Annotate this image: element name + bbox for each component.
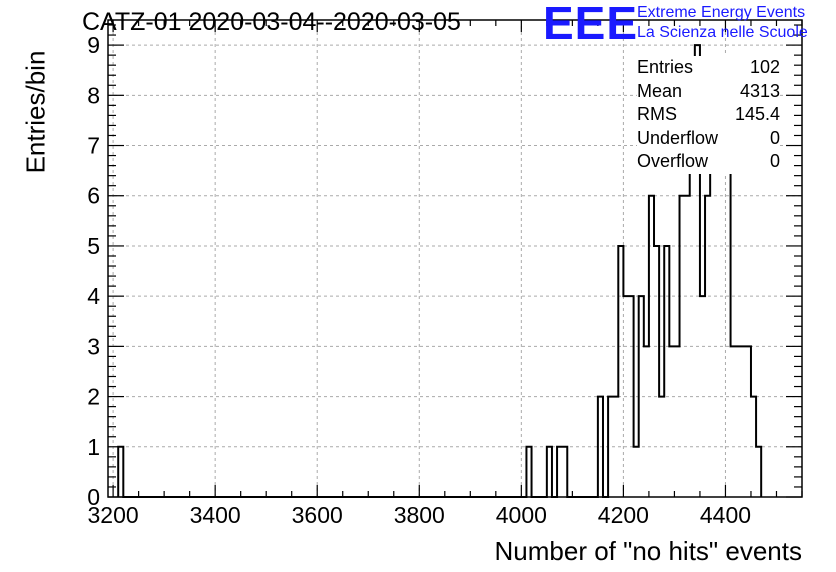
- y-tick-label: 3: [87, 333, 100, 359]
- stat-value: 145.4: [734, 104, 780, 124]
- stat-value: 4313: [739, 80, 780, 101]
- histogram-bar: [669, 346, 674, 497]
- histogram-bar: [659, 397, 664, 497]
- plot-frame: [107, 19, 803, 498]
- histogram-bar: [736, 346, 741, 497]
- histogram-bar: [756, 447, 761, 497]
- logo-line-2: La Scienza nelle Scuole: [637, 24, 808, 41]
- histogram-bar: [649, 196, 654, 497]
- histogram-bar: [118, 447, 123, 497]
- x-tick-label: 3600: [292, 502, 343, 528]
- histogram-bar: [731, 346, 736, 497]
- histogram-bar: [598, 397, 603, 497]
- histogram-bar: [526, 447, 531, 497]
- eee-logo: EEE: [543, 0, 639, 49]
- histogram-bar: [705, 196, 710, 497]
- histogram-bar: [746, 346, 751, 497]
- histogram-bar: [644, 346, 649, 497]
- histogram-bar: [674, 346, 679, 497]
- histogram-bar: [623, 296, 628, 497]
- stat-row-entries: Entries 102: [637, 56, 780, 80]
- stat-label: Overflow: [637, 151, 709, 171]
- stat-label: Entries: [637, 57, 694, 77]
- stat-value: 0: [769, 127, 780, 148]
- histogram-bar: [562, 447, 567, 497]
- y-axis-label: Entries/bin: [20, 50, 51, 174]
- chart-title: CATZ-01 2020-03-04--2020-03-05: [82, 8, 461, 36]
- stat-row-underflow: Underflow 0: [637, 127, 780, 151]
- y-tick-label: 4: [87, 283, 100, 309]
- x-tick-label: 3800: [394, 502, 445, 528]
- histogram-bar: [629, 296, 634, 497]
- logo-line-1: Extreme Energy Events: [637, 4, 806, 21]
- stat-row-overflow: Overflow 0: [637, 150, 780, 174]
- x-tick-label: 4000: [496, 502, 547, 528]
- y-tick-label: 6: [87, 183, 100, 209]
- y-tick-label: 9: [87, 32, 100, 58]
- x-tick-label: 3400: [190, 502, 241, 528]
- y-tick-label: 7: [87, 133, 100, 159]
- stat-row-rms: RMS 145.4: [637, 103, 780, 127]
- histogram-bar: [710, 146, 715, 497]
- histogram-bar: [639, 296, 644, 497]
- histogram-bar: [664, 246, 669, 497]
- x-tick-label: 4400: [700, 502, 751, 528]
- histogram-bar: [685, 196, 690, 497]
- stat-label: Mean: [637, 80, 683, 101]
- histogram-bar: [654, 246, 659, 497]
- histogram-bar: [751, 397, 756, 497]
- y-tick-label: 2: [87, 384, 100, 410]
- y-tick-label: 5: [87, 233, 100, 259]
- stat-label: RMS: [637, 104, 677, 124]
- y-tick-label: 1: [87, 434, 100, 460]
- stat-row-mean: Mean 4313: [637, 80, 780, 104]
- x-axis-label: Number of "no hits" events: [494, 536, 803, 566]
- histogram-bar: [741, 346, 746, 497]
- x-tick-label: 3200: [88, 502, 139, 528]
- histogram-bar: [700, 296, 705, 497]
- histogram-bar: [680, 196, 685, 497]
- histogram-bar: [634, 447, 639, 497]
- y-tick-label: 0: [87, 484, 100, 510]
- stat-value: 102: [749, 57, 780, 77]
- stats-box: Entries 102 Mean 4313 RMS 145.4 Underflo…: [637, 56, 780, 174]
- histogram-bar: [618, 246, 623, 497]
- stat-label: Underflow: [637, 127, 719, 148]
- x-tick-label: 4200: [598, 502, 649, 528]
- histogram-bar: [725, 146, 730, 497]
- histogram-bar: [608, 397, 613, 497]
- histogram-bar: [547, 447, 552, 497]
- y-tick-label: 8: [87, 82, 100, 108]
- histogram-bar: [557, 447, 562, 497]
- histogram-bar: [613, 397, 618, 497]
- stat-value: 0: [769, 151, 780, 171]
